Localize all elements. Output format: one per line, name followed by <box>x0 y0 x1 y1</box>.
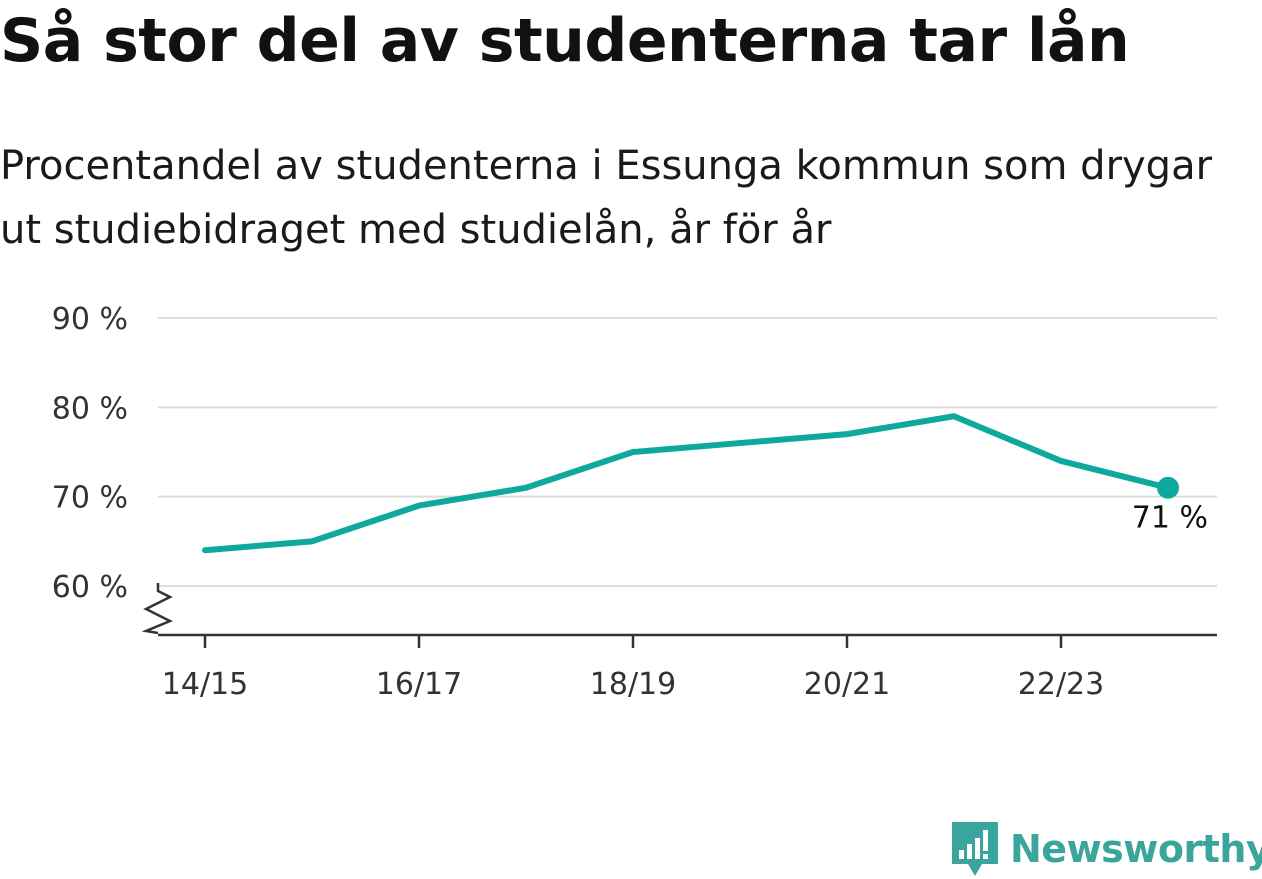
end-point-marker <box>1157 476 1179 499</box>
y-axis-tick-labels: 60 % 70 % 80 % 90 % <box>52 302 128 605</box>
chart-subtitle: Procentandel av studenterna i Essunga ko… <box>0 143 1213 253</box>
series-line <box>202 413 1171 554</box>
end-value-label: 71 % <box>1132 501 1208 536</box>
brand-name: Newsworthy <box>1010 827 1262 871</box>
x-tick-label: 14/15 <box>162 667 248 702</box>
series-layer: 71 % <box>202 413 1208 554</box>
chart-title: Så stor del av studenterna tar lån <box>0 6 1130 76</box>
x-axis <box>141 583 1217 637</box>
x-tick-label: 22/23 <box>1018 667 1104 702</box>
x-axis-tick-labels: 14/15 16/17 18/19 20/21 22/23 <box>162 635 1104 702</box>
gridlines <box>158 317 1217 587</box>
x-tick-label: 16/17 <box>376 667 462 702</box>
x-tick-label: 18/19 <box>590 667 676 702</box>
y-tick-label: 60 % <box>52 570 128 605</box>
y-axis-break-symbol <box>141 583 174 635</box>
newsworthy-logo: Newsworthy <box>950 820 1262 878</box>
y-tick-label: 80 % <box>52 391 128 426</box>
y-tick-label: 70 % <box>52 481 128 516</box>
y-tick-label: 90 % <box>52 302 128 337</box>
newsworthy-logo-icon <box>952 822 998 876</box>
x-tick-label: 20/21 <box>804 667 890 702</box>
